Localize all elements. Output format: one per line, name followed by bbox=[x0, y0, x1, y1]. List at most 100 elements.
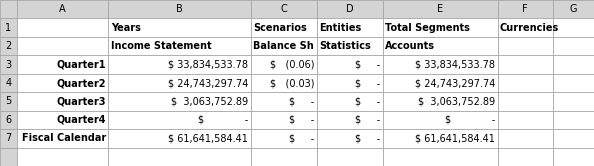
Bar bbox=[317, 74, 383, 92]
Bar bbox=[317, 55, 383, 74]
Bar bbox=[552, 18, 594, 37]
Text: E: E bbox=[437, 4, 443, 14]
Bar bbox=[0, 111, 17, 129]
Bar bbox=[552, 55, 594, 74]
Bar bbox=[498, 92, 552, 111]
Text: Quarter4: Quarter4 bbox=[56, 115, 106, 125]
Text: D: D bbox=[346, 4, 353, 14]
Text: 1: 1 bbox=[5, 23, 11, 33]
Text: $     -: $ - bbox=[355, 60, 381, 70]
Bar bbox=[108, 55, 251, 74]
Text: $             -: $ - bbox=[445, 115, 495, 125]
Text: $ 61,641,584.41: $ 61,641,584.41 bbox=[415, 133, 495, 143]
Text: $ 61,641,584.41: $ 61,641,584.41 bbox=[168, 133, 248, 143]
Bar bbox=[498, 37, 552, 55]
Bar bbox=[317, 148, 383, 166]
Bar bbox=[498, 129, 552, 148]
Bar bbox=[108, 37, 251, 55]
Bar bbox=[108, 92, 251, 111]
Bar bbox=[17, 92, 108, 111]
Bar bbox=[251, 148, 317, 166]
Bar bbox=[0, 55, 17, 74]
Bar bbox=[552, 0, 594, 18]
Bar bbox=[317, 111, 383, 129]
Bar bbox=[317, 18, 383, 37]
Bar bbox=[0, 18, 17, 37]
Bar bbox=[108, 111, 251, 129]
Bar bbox=[383, 129, 498, 148]
Text: $  3,063,752.89: $ 3,063,752.89 bbox=[418, 96, 495, 106]
Bar bbox=[383, 18, 498, 37]
Bar bbox=[17, 129, 108, 148]
Text: B: B bbox=[176, 4, 183, 14]
Bar bbox=[0, 129, 17, 148]
Bar bbox=[251, 92, 317, 111]
Bar bbox=[317, 129, 383, 148]
Bar bbox=[552, 74, 594, 92]
Bar bbox=[383, 74, 498, 92]
Text: $ 33,834,533.78: $ 33,834,533.78 bbox=[415, 60, 495, 70]
Text: A: A bbox=[59, 4, 66, 14]
Text: 4: 4 bbox=[5, 78, 11, 88]
Bar bbox=[17, 148, 108, 166]
Text: 7: 7 bbox=[5, 133, 11, 143]
Text: G: G bbox=[570, 4, 577, 14]
Bar bbox=[108, 18, 251, 37]
Bar bbox=[383, 111, 498, 129]
Bar bbox=[498, 0, 552, 18]
Text: Fiscal Calendar: Fiscal Calendar bbox=[22, 133, 106, 143]
Text: 5: 5 bbox=[5, 96, 11, 106]
Bar bbox=[552, 37, 594, 55]
Text: Scenarios: Scenarios bbox=[253, 23, 307, 33]
Bar bbox=[0, 0, 17, 18]
Text: Quarter1: Quarter1 bbox=[56, 60, 106, 70]
Text: Accounts: Accounts bbox=[386, 41, 435, 51]
Bar bbox=[108, 0, 251, 18]
Bar bbox=[17, 74, 108, 92]
Text: Currencies: Currencies bbox=[500, 23, 559, 33]
Bar bbox=[17, 0, 108, 18]
Bar bbox=[0, 37, 17, 55]
Text: Statistics: Statistics bbox=[319, 41, 371, 51]
Bar bbox=[552, 129, 594, 148]
Bar bbox=[251, 37, 317, 55]
Text: $ 33,834,533.78: $ 33,834,533.78 bbox=[168, 60, 248, 70]
Bar bbox=[552, 148, 594, 166]
Text: 6: 6 bbox=[5, 115, 11, 125]
Text: $     -: $ - bbox=[289, 115, 314, 125]
Text: $     -: $ - bbox=[355, 133, 381, 143]
Bar bbox=[552, 92, 594, 111]
Bar bbox=[17, 55, 108, 74]
Bar bbox=[498, 148, 552, 166]
Bar bbox=[383, 55, 498, 74]
Text: Years: Years bbox=[110, 23, 141, 33]
Text: Quarter3: Quarter3 bbox=[56, 96, 106, 106]
Text: $ 24,743,297.74: $ 24,743,297.74 bbox=[415, 78, 495, 88]
Bar bbox=[383, 0, 498, 18]
Bar bbox=[251, 55, 317, 74]
Text: $     -: $ - bbox=[289, 96, 314, 106]
Bar bbox=[17, 18, 108, 37]
Bar bbox=[383, 92, 498, 111]
Text: $  3,063,752.89: $ 3,063,752.89 bbox=[171, 96, 248, 106]
Bar bbox=[498, 18, 552, 37]
Text: 3: 3 bbox=[5, 60, 11, 70]
Bar bbox=[498, 55, 552, 74]
Text: $     -: $ - bbox=[289, 133, 314, 143]
Bar bbox=[251, 129, 317, 148]
Bar bbox=[498, 111, 552, 129]
Text: $     -: $ - bbox=[355, 115, 381, 125]
Bar bbox=[251, 74, 317, 92]
Text: Balance Sh: Balance Sh bbox=[253, 41, 314, 51]
Text: $     -: $ - bbox=[355, 78, 381, 88]
Text: $   (0.03): $ (0.03) bbox=[270, 78, 314, 88]
Bar bbox=[317, 92, 383, 111]
Text: Entities: Entities bbox=[319, 23, 361, 33]
Bar bbox=[0, 92, 17, 111]
Text: Quarter2: Quarter2 bbox=[56, 78, 106, 88]
Text: 2: 2 bbox=[5, 41, 11, 51]
Text: $   (0.06): $ (0.06) bbox=[270, 60, 314, 70]
Bar bbox=[383, 37, 498, 55]
Bar bbox=[317, 37, 383, 55]
Text: $     -: $ - bbox=[355, 96, 381, 106]
